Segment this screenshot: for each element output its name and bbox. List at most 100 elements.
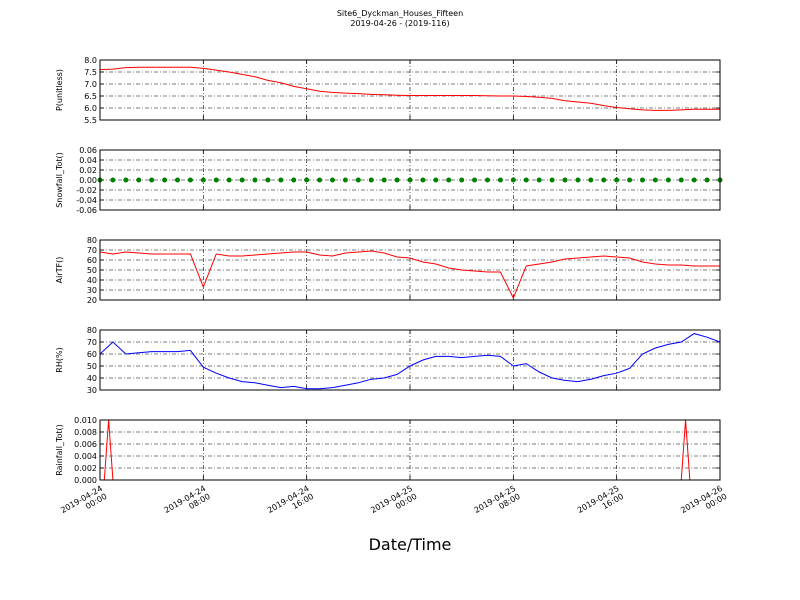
data-point [614, 177, 620, 183]
y-tick-label: 8.0 [84, 56, 97, 65]
data-point [472, 177, 478, 183]
y-tick-label: 50 [87, 266, 97, 275]
data-point [136, 177, 142, 183]
data-point [200, 177, 206, 183]
plot-frame [99, 239, 721, 301]
data-line [100, 420, 720, 480]
y-tick-label: 80 [87, 236, 97, 245]
data-point [239, 177, 245, 183]
y-tick-label: -0.06 [76, 206, 97, 215]
y-axis-label: RH(%) [55, 347, 64, 372]
plot-frame [99, 329, 721, 391]
y-tick-label: -0.02 [76, 186, 97, 195]
data-point [704, 177, 710, 183]
data-point [652, 177, 658, 183]
data-point [187, 177, 193, 183]
y-tick-label: 6.0 [84, 104, 97, 113]
y-tick-label: 6.5 [84, 92, 97, 101]
data-point [627, 177, 633, 183]
y-tick-label: 30 [87, 386, 97, 395]
data-point [575, 177, 581, 183]
data-point [330, 177, 335, 183]
data-point [213, 177, 219, 183]
y-tick-label: 7.0 [84, 80, 97, 89]
y-tick-label: 70 [87, 338, 97, 347]
y-tick-label: 0.000 [74, 476, 97, 485]
data-point [665, 177, 671, 183]
y-tick-label: 0.008 [74, 428, 97, 437]
data-point [407, 177, 413, 183]
data-point [110, 177, 116, 183]
plot-frame [99, 59, 721, 121]
y-axis-label: Rainfall_Tot() [55, 424, 64, 476]
data-point [394, 177, 400, 183]
data-point [523, 177, 529, 183]
data-point [226, 177, 232, 183]
y-tick-label: 0.04 [79, 156, 97, 165]
data-line [100, 66, 720, 111]
y-tick-label: 5.5 [84, 116, 97, 125]
subtitle: 2019-04-26 - (2019-116) [350, 19, 449, 28]
data-point [368, 177, 374, 183]
data-point [497, 177, 503, 183]
data-line [100, 333, 720, 390]
y-tick-label: 50 [87, 362, 97, 371]
data-point [549, 177, 555, 183]
title: Site6_Dyckman_Houses_Fifteen [337, 9, 463, 18]
y-axis-label: AirTF() [55, 257, 64, 284]
subplot: 5.5 6.0 6.5 7.0 7.5 8.0 P(unitless) [55, 56, 721, 125]
y-tick-label: 0.006 [74, 440, 97, 449]
y-tick-label: 0.06 [79, 146, 97, 155]
data-point [433, 177, 439, 183]
y-tick-label: 0.02 [79, 166, 97, 175]
data-point [252, 177, 258, 183]
x-axis-label: Date/Time [369, 535, 452, 554]
y-tick-label: -0.04 [76, 196, 97, 205]
y-tick-label: 60 [87, 256, 97, 265]
y-tick-label: 40 [87, 276, 97, 285]
y-axis-label: Snowfall_Tot() [55, 152, 64, 208]
data-line [100, 250, 720, 300]
data-point [162, 177, 168, 183]
data-point [123, 177, 129, 183]
data-point [304, 177, 310, 183]
plot-frame [99, 149, 721, 211]
data-point [381, 177, 387, 183]
plot-frame [99, 419, 721, 481]
data-point [678, 177, 684, 183]
y-tick-label: 40 [87, 374, 97, 383]
subplot: -0.06-0.04-0.020.000.020.040.06 Snowfall_… [55, 146, 723, 215]
data-point [149, 177, 155, 183]
y-axis-label: P(unitless) [55, 69, 64, 111]
data-point [459, 177, 465, 183]
data-point [640, 177, 645, 183]
y-tick-label: 0.010 [74, 416, 97, 425]
data-point [291, 177, 297, 183]
data-point [485, 177, 490, 183]
y-tick-label: 0.00 [79, 176, 97, 185]
data-point [265, 177, 271, 183]
y-tick-label: 20 [87, 296, 97, 305]
y-tick-label: 0.004 [74, 452, 97, 461]
data-point [420, 177, 426, 183]
y-tick-label: 30 [87, 286, 97, 295]
y-tick-label: 0.002 [74, 464, 97, 473]
data-point [175, 177, 180, 183]
data-point [536, 177, 542, 183]
y-tick-label: 7.5 [84, 68, 97, 77]
y-tick-label: 60 [87, 350, 97, 359]
data-point [562, 177, 568, 183]
data-point [355, 177, 361, 183]
data-point [601, 177, 607, 183]
data-point [342, 177, 348, 183]
data-point [317, 177, 323, 183]
data-point [278, 177, 284, 183]
data-point [446, 177, 452, 183]
subplot: 30 40 50 60 70 80 RH(%) [55, 326, 721, 395]
data-point [510, 177, 516, 183]
y-tick-label: 70 [87, 246, 97, 255]
y-tick-label: 80 [87, 326, 97, 335]
